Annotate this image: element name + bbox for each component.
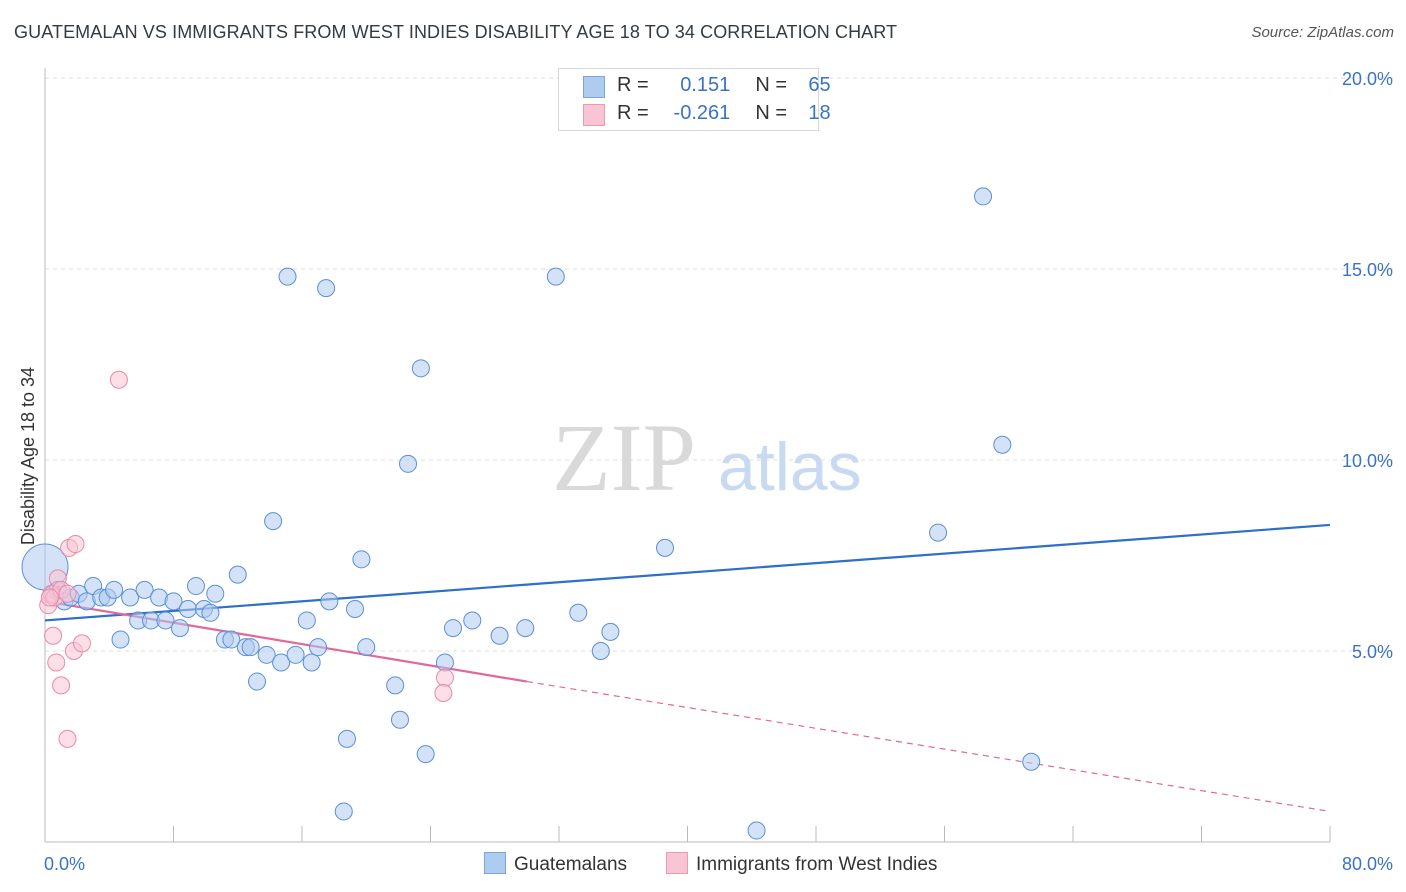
point-guatemalans — [257, 645, 276, 664]
point-guatemalans — [302, 653, 321, 672]
point-guatemalans — [656, 538, 675, 557]
point-guatemalans — [317, 279, 336, 298]
point-guatemalans — [929, 523, 948, 542]
axes — [44, 68, 1331, 843]
point-west-indies — [109, 370, 128, 389]
point-guatemalans — [309, 638, 328, 657]
point-guatemalans — [416, 745, 435, 764]
bottom-legend-swatch-blue — [484, 852, 506, 874]
legend-r-label: R = — [617, 74, 649, 96]
point-guatemalans — [201, 603, 220, 622]
legend-n-value: 18 — [808, 102, 831, 124]
point-west-indies — [44, 626, 63, 645]
bottom-legend-west-indies: Immigrants from West Indies — [666, 852, 937, 876]
bottom-legend-guatemalans: Guatemalans — [484, 852, 627, 876]
source-label: Source: ZipAtlas.com — [1251, 24, 1394, 41]
point-guatemalans — [974, 187, 993, 206]
gridlines — [45, 77, 1394, 652]
watermark: ZIP atlas — [552, 404, 862, 511]
point-west-indies — [435, 668, 454, 687]
legend-r-value: -0.261 — [673, 102, 731, 124]
point-west-indies — [72, 634, 91, 653]
point-guatemalans — [443, 619, 462, 638]
point-guatemalans — [105, 580, 124, 599]
point-guatemalans — [399, 454, 418, 473]
y-tick-label: 15.0% — [1342, 260, 1393, 280]
point-guatemalans — [993, 435, 1012, 454]
legend-swatch-blue — [583, 76, 605, 98]
point-guatemalans — [516, 619, 535, 638]
y-tick-label: 10.0% — [1342, 451, 1393, 471]
point-guatemalans — [222, 630, 241, 649]
point-guatemalans — [390, 710, 409, 729]
point-west-indies — [52, 676, 71, 695]
point-west-indies — [47, 653, 66, 672]
point-guatemalans — [1022, 752, 1041, 771]
point-guatemalans — [111, 630, 130, 649]
x-tick-label: 0.0% — [44, 854, 85, 874]
point-guatemalans — [228, 565, 247, 584]
point-west-indies — [434, 684, 453, 703]
watermark-atlas: atlas — [718, 429, 862, 505]
point-guatemalans — [463, 611, 482, 630]
point-west-indies — [66, 535, 85, 554]
point-guatemalans — [386, 676, 405, 695]
legend-n-label: N = — [755, 74, 788, 96]
bottom-legend-label: Guatemalans — [514, 854, 628, 875]
point-guatemalans — [357, 638, 376, 657]
point-guatemalans — [164, 592, 183, 611]
point-guatemalans — [601, 622, 620, 641]
point-guatemalans — [186, 577, 205, 596]
chart-title: GUATEMALAN VS IMMIGRANTS FROM WEST INDIE… — [14, 22, 898, 42]
point-guatemalans — [320, 592, 339, 611]
point-guatemalans — [121, 588, 140, 607]
data-points — [21, 187, 1041, 840]
point-guatemalans — [170, 619, 189, 638]
point-guatemalans — [569, 603, 588, 622]
point-guatemalans — [156, 611, 175, 630]
point-guatemalans — [352, 550, 371, 569]
y-tick-label: 20.0% — [1342, 69, 1393, 89]
correlation-legend: R = 0.151 N = 65 R = -0.261 N = 18 — [558, 68, 831, 131]
y-tick-label: 5.0% — [1352, 642, 1393, 662]
point-guatemalans — [206, 584, 225, 603]
y-axis-label: Disability Age 18 to 34 — [18, 367, 38, 545]
point-guatemalans — [178, 599, 197, 618]
bottom-legend-swatch-pink — [666, 852, 688, 874]
point-guatemalans — [490, 626, 509, 645]
point-west-indies — [40, 588, 59, 607]
point-guatemalans — [297, 611, 316, 630]
point-guatemalans — [334, 802, 353, 821]
legend-n-value: 65 — [808, 74, 831, 96]
legend-r-value: 0.151 — [680, 74, 731, 96]
point-guatemalans — [278, 267, 297, 286]
tick-labels: 5.0% 10.0% 15.0% 20.0% 0.0% 80.0% — [44, 69, 1393, 874]
x-tick-label: 80.0% — [1342, 854, 1393, 874]
watermark-zip: ZIP — [552, 404, 696, 511]
trend-line-guatemalans — [44, 523, 1331, 622]
point-guatemalans — [747, 821, 766, 840]
bottom-legend-label: Immigrants from West Indies — [696, 854, 938, 875]
trend-line-west-indies-extension — [526, 680, 1331, 813]
point-west-indies — [58, 729, 77, 748]
point-guatemalans — [272, 653, 291, 672]
point-guatemalans — [135, 580, 154, 599]
point-guatemalans — [264, 512, 283, 531]
point-guatemalans — [411, 359, 430, 378]
point-guatemalans — [435, 653, 454, 672]
point-guatemalans — [241, 638, 260, 657]
point-guatemalans — [546, 267, 565, 286]
point-guatemalans — [248, 672, 267, 691]
legend-n-label: N = — [755, 102, 788, 124]
point-guatemalans — [591, 642, 610, 660]
point-guatemalans — [346, 599, 365, 618]
legend-r-label: R = — [617, 102, 649, 124]
point-west-indies — [58, 584, 77, 603]
point-guatemalans — [337, 729, 356, 748]
point-guatemalans — [286, 645, 305, 664]
legend-swatch-pink — [583, 104, 605, 126]
